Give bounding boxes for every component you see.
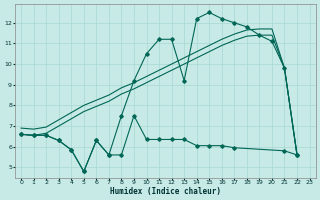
X-axis label: Humidex (Indice chaleur): Humidex (Indice chaleur) [110, 187, 221, 196]
